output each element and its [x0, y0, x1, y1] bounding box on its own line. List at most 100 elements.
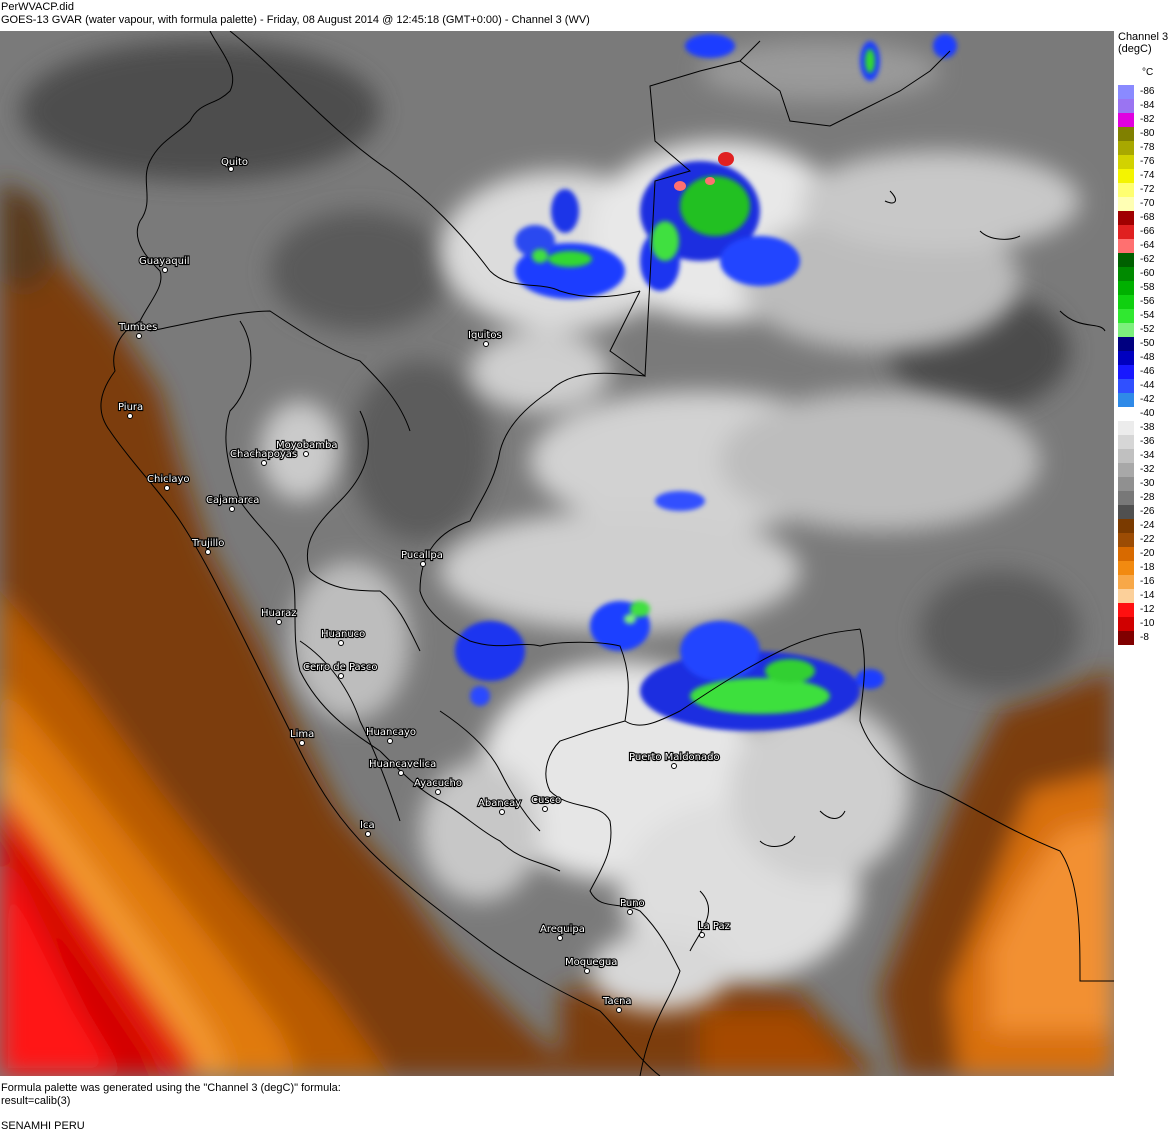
- legend-entry: -34: [1118, 449, 1172, 463]
- city-marker: Ayacucho: [413, 777, 463, 795]
- legend-value: -58: [1140, 282, 1155, 293]
- city-label: Tacna: [602, 996, 632, 1007]
- legend-value: -14: [1140, 590, 1155, 601]
- legend-value: -40: [1140, 408, 1155, 419]
- city-dot: [542, 806, 548, 812]
- legend-value: -50: [1140, 338, 1155, 349]
- legend-value: -70: [1140, 198, 1155, 209]
- legend-value: -66: [1140, 226, 1155, 237]
- legend-swatch: [1118, 505, 1134, 519]
- city-marker: Puno: [619, 897, 646, 915]
- city-dot: [299, 740, 305, 746]
- legend-unit-label: (degC): [1118, 43, 1152, 55]
- legend-value: -68: [1140, 212, 1155, 223]
- legend-swatch: [1118, 477, 1134, 491]
- city-dot: [303, 451, 309, 457]
- legend-entry: -72: [1118, 183, 1172, 197]
- legend-swatch: [1118, 589, 1134, 603]
- city-dot: [483, 341, 489, 347]
- city-label: Chiclayo: [147, 474, 190, 485]
- city-label: Trujillo: [191, 538, 224, 549]
- legend-swatch: [1118, 155, 1134, 169]
- legend-entry: -60: [1118, 267, 1172, 281]
- legend-entry: -28: [1118, 491, 1172, 505]
- city-dot: [162, 267, 168, 273]
- city-dot: [584, 968, 590, 974]
- legend-entry: -58: [1118, 281, 1172, 295]
- convective-cells: [455, 34, 957, 731]
- legend-swatch: [1118, 309, 1134, 323]
- city-label: Ayacucho: [414, 778, 462, 789]
- city-label: Lima: [290, 729, 314, 740]
- city-dot: [420, 561, 426, 567]
- city-label: Ica: [360, 820, 375, 831]
- legend-swatch: [1118, 519, 1134, 533]
- legend-entry: -20: [1118, 547, 1172, 561]
- legend-entry: -16: [1118, 575, 1172, 589]
- legend-value: -56: [1140, 296, 1155, 307]
- legend-swatch: [1118, 99, 1134, 113]
- legend-value: -62: [1140, 254, 1155, 265]
- city-marker: Abancay: [477, 797, 522, 815]
- legend-entry: -44: [1118, 379, 1172, 393]
- legend-value: -22: [1140, 534, 1155, 545]
- formula-expression: result=calib(3): [1, 1095, 71, 1107]
- legend-swatch: [1118, 617, 1134, 631]
- legend-swatch: [1118, 603, 1134, 617]
- legend-entry: -54: [1118, 309, 1172, 323]
- city-label: Quito: [221, 157, 248, 168]
- city-label: Tumbes: [118, 322, 157, 333]
- legend-value: -78: [1140, 142, 1155, 153]
- city-dot: [228, 166, 234, 172]
- legend-value: -72: [1140, 184, 1155, 195]
- city-markers: Quito Guayaquil Tumbes Iquitos Piura Moyobamb…: [117, 156, 731, 1013]
- colour-legend: Channel 3 (degC) °C -86 -84 -82 -80 -78 -76 -7…: [1116, 31, 1172, 651]
- city-marker: La Paz: [697, 920, 731, 938]
- legend-swatch: [1118, 351, 1134, 365]
- city-dot: [671, 763, 677, 769]
- city-dot: [365, 831, 371, 837]
- city-dot: [229, 506, 235, 512]
- legend-entry: -10: [1118, 617, 1172, 631]
- legend-entry: -78: [1118, 141, 1172, 155]
- city-dot: [616, 1007, 622, 1013]
- legend-swatch: [1118, 211, 1134, 225]
- legend-swatch: [1118, 323, 1134, 337]
- city-marker: Cerro de Pasco: [302, 661, 379, 679]
- city-dot: [127, 413, 133, 419]
- city-label: Piura: [118, 402, 143, 413]
- legend-entry: -70: [1118, 197, 1172, 211]
- city-label: Huancavelica: [369, 759, 436, 770]
- legend-entry: -32: [1118, 463, 1172, 477]
- legend-value: -28: [1140, 492, 1155, 503]
- city-marker: Cajamarca: [205, 494, 261, 512]
- legend-entry: -52: [1118, 323, 1172, 337]
- legend-value: -64: [1140, 240, 1155, 251]
- satellite-map: Quito Guayaquil Tumbes Iquitos Piura Moyobamb…: [0, 31, 1114, 1076]
- legend-swatch: [1118, 533, 1134, 547]
- city-marker: Lima: [289, 728, 315, 746]
- city-label: Guayaquil: [139, 256, 190, 267]
- city-marker: Pucallpa: [400, 549, 444, 567]
- legend-value: -46: [1140, 366, 1155, 377]
- city-marker: Puerto Maldonado: [628, 751, 721, 769]
- legend-swatch: [1118, 127, 1134, 141]
- legend-entry: -50: [1118, 337, 1172, 351]
- city-label: Huancayo: [366, 727, 416, 738]
- legend-value: -30: [1140, 478, 1155, 489]
- legend-value: -20: [1140, 548, 1155, 559]
- city-marker: Quito: [220, 156, 249, 172]
- legend-swatch: [1118, 337, 1134, 351]
- city-dot: [435, 789, 441, 795]
- legend-swatch: [1118, 113, 1134, 127]
- legend-title: Channel 3: [1118, 31, 1169, 43]
- city-dot: [699, 932, 705, 938]
- city-marker: Guayaquil: [138, 255, 191, 273]
- legend-value: -80: [1140, 128, 1155, 139]
- city-marker: Tacna: [601, 995, 633, 1013]
- legend-value: -8: [1140, 632, 1149, 643]
- city-marker: Piura: [117, 401, 144, 419]
- legend-value: -36: [1140, 436, 1155, 447]
- legend-entry: -24: [1118, 519, 1172, 533]
- legend-entry: -86: [1118, 85, 1172, 99]
